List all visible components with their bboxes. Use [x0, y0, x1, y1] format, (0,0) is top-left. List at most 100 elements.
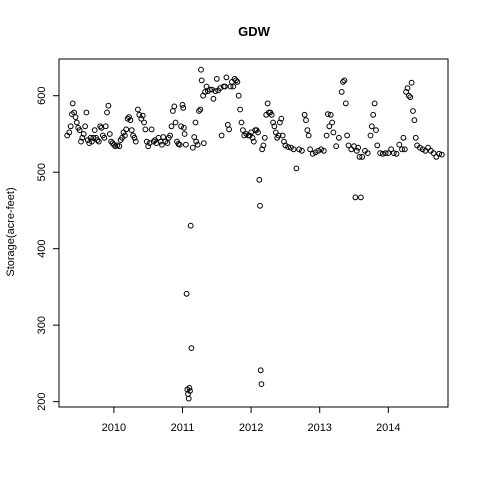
data-point [278, 115, 285, 122]
data-point [256, 176, 263, 183]
data-point [301, 111, 308, 118]
data-point [368, 123, 375, 130]
data-point [94, 137, 101, 144]
data-point [207, 86, 213, 93]
data-point [304, 127, 311, 134]
data-point [183, 141, 189, 148]
data-point [309, 150, 316, 157]
data-point [355, 144, 362, 151]
axis-ticks: 2010 2011 2012 2013 2014 200 300 400 500 600 [36, 87, 401, 434]
data-point [373, 127, 379, 134]
data-point [202, 89, 209, 95]
data-point [186, 385, 193, 391]
data-point [257, 367, 264, 374]
data-point [95, 138, 102, 145]
data-point [400, 134, 407, 141]
data-point [406, 92, 412, 99]
data-point [159, 141, 165, 148]
data-point [128, 127, 135, 134]
x-tick-label: 2012 [239, 422, 263, 434]
data-point [240, 127, 246, 134]
data-point [127, 117, 134, 124]
data-point [388, 146, 395, 153]
data-point [436, 150, 443, 157]
data-point [193, 138, 200, 145]
y-tick-label: 400 [36, 239, 48, 257]
data-point [356, 154, 363, 160]
data-point [198, 77, 205, 84]
data-point [330, 129, 337, 136]
data-point [189, 144, 196, 151]
data-point [135, 106, 141, 113]
data-point [172, 119, 179, 126]
y-tick-label: 600 [36, 87, 48, 105]
data-point [261, 134, 268, 141]
data-point [419, 146, 426, 153]
data-point [374, 142, 381, 149]
data-point [105, 102, 112, 109]
data-point [138, 115, 145, 122]
data-point [296, 146, 303, 153]
data-point [122, 132, 128, 139]
data-point [260, 142, 267, 149]
data-point [379, 150, 386, 157]
data-point [323, 132, 330, 139]
data-point [370, 111, 377, 118]
data-point [367, 132, 374, 139]
data-point [116, 143, 123, 150]
data-point [333, 143, 340, 150]
data-point [359, 154, 366, 160]
data-point [210, 95, 217, 102]
data-points [64, 66, 445, 402]
data-point [281, 138, 287, 145]
data-point [290, 146, 297, 153]
data-point [91, 127, 98, 134]
data-point [78, 138, 84, 145]
data-point [235, 92, 242, 99]
data-point [305, 132, 312, 139]
data-point [271, 123, 278, 130]
data-point [223, 74, 230, 81]
data-point [79, 134, 86, 141]
data-point [185, 395, 192, 402]
data-point [396, 141, 403, 148]
data-point [237, 106, 244, 113]
data-point [364, 150, 371, 157]
data-point [344, 132, 351, 139]
data-point [178, 123, 185, 130]
data-point [142, 126, 149, 133]
data-point [141, 119, 148, 126]
data-point [123, 126, 130, 133]
data-point [307, 146, 314, 153]
data-point [329, 119, 336, 126]
data-point [82, 123, 88, 130]
data-point [336, 134, 342, 141]
data-point [212, 88, 219, 94]
data-point [399, 146, 405, 153]
data-point [76, 127, 83, 134]
data-point [327, 111, 334, 118]
plot-frame [58, 58, 449, 408]
data-point [192, 119, 199, 126]
data-point [188, 345, 195, 352]
data-point [101, 134, 108, 141]
data-point [66, 129, 73, 136]
data-point [411, 117, 418, 124]
data-point [255, 129, 261, 136]
x-tick-label: 2010 [102, 422, 126, 434]
data-point [430, 150, 437, 157]
data-point [139, 112, 146, 119]
data-point [259, 146, 266, 153]
x-tick-label: 2013 [307, 422, 331, 434]
data-point [187, 222, 194, 229]
data-point [145, 143, 152, 150]
y-tick-label: 500 [36, 163, 48, 181]
data-point [181, 124, 187, 131]
data-point [124, 115, 131, 122]
data-point [126, 114, 132, 120]
data-point [325, 111, 331, 117]
data-point [160, 134, 167, 140]
data-point [320, 147, 327, 154]
